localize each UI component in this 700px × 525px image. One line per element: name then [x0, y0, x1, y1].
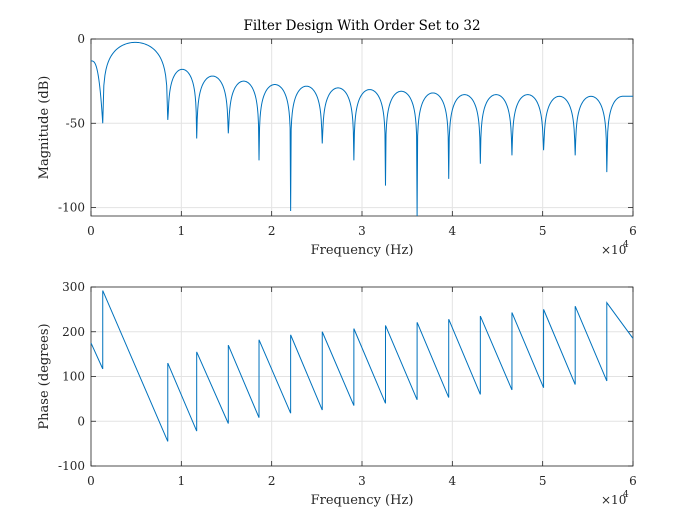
y-tick-label: 100 — [62, 370, 85, 384]
x-tick-label: 6 — [629, 224, 637, 238]
y-tick-label: -50 — [66, 116, 85, 130]
y-tick-label: 200 — [62, 325, 85, 339]
x-exponent-power: 4 — [623, 490, 629, 500]
x-exponent-label: ×10 — [601, 243, 626, 257]
x-exponent-power: 4 — [623, 240, 629, 250]
y-tick-label: -100 — [58, 459, 85, 473]
y-tick-label: 0 — [77, 32, 85, 46]
y-axis-label: Phase (degrees) — [37, 323, 52, 429]
x-tick-label: 4 — [449, 224, 457, 238]
x-tick-label: 6 — [629, 474, 637, 488]
x-tick-label: 3 — [358, 474, 366, 488]
axes-box — [90, 286, 634, 467]
phase-series-line — [90, 290, 634, 442]
chart-title: Filter Design With Order Set to 32 — [243, 18, 480, 34]
x-tick-label: 0 — [87, 474, 95, 488]
magnitude-plot: 0 1 2 3 4 5 6 0 -50 -100 Frequency (Hz) Magnitude (… — [37, 32, 637, 258]
x-tick-label: 2 — [268, 224, 276, 238]
y-axis-label: Magnitude (dB) — [37, 76, 52, 180]
x-tick-label: 0 — [87, 224, 95, 238]
y-tick-label: 300 — [62, 280, 85, 294]
x-tick-label: 5 — [539, 224, 547, 238]
axes-box — [90, 38, 634, 217]
x-tick-label: 1 — [178, 224, 186, 238]
x-tick-label: 5 — [539, 474, 547, 488]
x-exponent-label: ×10 — [601, 493, 626, 507]
x-tick-label: 3 — [358, 224, 366, 238]
x-tick-label: 4 — [449, 474, 457, 488]
x-axis-label: Frequency (Hz) — [311, 493, 414, 508]
y-tick-label: -100 — [58, 201, 85, 215]
x-axis-label: Frequency (Hz) — [311, 243, 414, 258]
y-tick-label: 0 — [77, 414, 85, 428]
magnitude-series-line — [90, 41, 633, 217]
x-tick-label: 2 — [268, 474, 276, 488]
x-tick-label: 1 — [178, 474, 186, 488]
